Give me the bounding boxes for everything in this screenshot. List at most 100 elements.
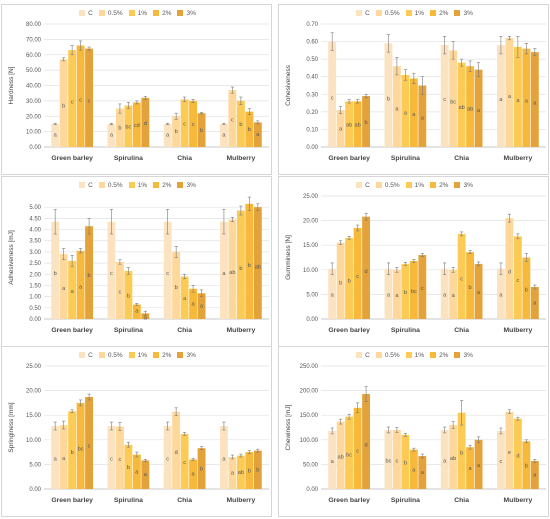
legend-swatch <box>454 182 461 188</box>
y-tick-label: 5.00 <box>306 292 318 298</box>
legend-item: C <box>79 182 93 189</box>
significance-letter: bc <box>78 446 84 452</box>
legend-item: C <box>79 10 93 17</box>
bar <box>530 287 539 319</box>
bar <box>172 251 181 319</box>
y-tick-label: 0.00 <box>306 487 318 493</box>
significance-letter: b <box>200 467 203 473</box>
chart-panel: C 0.5% 1% 2% 3% 0.00 5.00 10.00 15.00 20.00 25.00 G… <box>278 176 549 347</box>
bar <box>530 460 539 489</box>
legend-item: 1% <box>405 10 424 17</box>
significance-letter: a <box>395 293 399 299</box>
significance-letter: b <box>62 104 65 110</box>
legend-item: 0.5% <box>375 10 400 17</box>
y-tick-label: 0.00 <box>306 317 318 323</box>
significance-letter: a <box>144 315 148 321</box>
legend-label: 3% <box>463 182 473 189</box>
x-category-label: Chia <box>177 155 192 162</box>
bar <box>392 66 401 147</box>
y-axis-label: Hardness [N] <box>8 66 15 104</box>
significance-letter: a <box>231 471 235 477</box>
x-category-label: Spirulina <box>391 497 420 504</box>
bar <box>124 105 133 147</box>
legend-swatch <box>79 352 86 358</box>
bar <box>253 122 262 147</box>
legend-swatch <box>177 182 184 188</box>
bar <box>474 69 483 147</box>
significance-letter: b <box>348 278 351 284</box>
bar <box>76 250 85 319</box>
bar <box>107 221 116 319</box>
legend-item: 3% <box>177 182 196 189</box>
significance-letter: c <box>396 458 399 464</box>
bar <box>328 41 337 148</box>
y-axis-label: Chewiness [mJ] <box>285 404 292 450</box>
significance-letter: a <box>525 99 529 105</box>
significance-letter: a <box>516 98 520 104</box>
bar <box>51 123 60 147</box>
bar <box>132 102 141 147</box>
y-tick-label: 4.00 <box>29 228 41 234</box>
significance-letter: b <box>460 451 463 457</box>
bar <box>85 226 94 319</box>
significance-letter: a <box>54 133 58 139</box>
legend-item: 1% <box>405 352 425 359</box>
significance-letter: a <box>387 292 391 298</box>
y-tick-label: 15.00 <box>26 413 42 419</box>
significance-letter: b <box>387 96 390 102</box>
legend-label: 2% <box>162 352 172 359</box>
bar <box>132 454 141 489</box>
y-tick-label: 40.00 <box>26 84 42 90</box>
bar <box>401 434 410 489</box>
chart-panel: C 0.5% 1% 2% 3% 0.00 10.00 20.00 30.00 40.00 50.00… <box>1 4 272 175</box>
legend-swatch <box>430 182 437 188</box>
bar <box>236 455 245 489</box>
significance-letter: ab <box>255 265 261 271</box>
legend-label: C <box>365 10 370 17</box>
legend-label: 1% <box>414 352 425 359</box>
bar <box>418 456 427 489</box>
bar <box>59 254 68 319</box>
significance-letter: a <box>62 286 66 292</box>
significance-letter: c <box>421 286 424 292</box>
chart-panel: C 0.5% 1% 2% 3% 0.00 5.00 10.00 15.00 20.00 25.00 S… <box>1 346 272 517</box>
legend-label: 3% <box>463 352 473 359</box>
significance-letter: b <box>248 127 251 133</box>
legend-item: 0.5% <box>98 10 123 17</box>
y-tick-label: 60.00 <box>26 53 42 59</box>
significance-letter: a <box>62 456 66 462</box>
significance-letter: c <box>183 122 186 128</box>
chart-panel: C 0.5% 1% 2% 3% 0.00 0.50 1.00 1.50 2.00 2.50 3.00 3… <box>1 176 272 347</box>
bar <box>180 276 189 319</box>
legend-label: 3% <box>186 182 196 189</box>
bar <box>124 444 133 489</box>
significance-letter: b <box>404 461 407 467</box>
bar <box>345 416 354 489</box>
bar <box>163 426 172 489</box>
significance-letter: c <box>119 457 122 463</box>
y-tick-label: 0.60 <box>306 40 318 46</box>
legend-item: 2% <box>153 10 171 17</box>
y-tick-label: 80.00 <box>26 22 42 28</box>
significance-letter: b <box>88 273 91 279</box>
significance-letter: ab <box>450 456 456 462</box>
y-tick-label: 25.00 <box>26 364 42 370</box>
bar <box>449 269 458 319</box>
legend-label: 2% <box>439 352 449 359</box>
x-category-label: Green barley <box>328 327 370 334</box>
legend-swatch <box>153 352 160 358</box>
legend-swatch <box>356 182 363 188</box>
bar <box>505 411 514 489</box>
significance-letter: ab <box>229 270 235 276</box>
legend-label: 3% <box>463 10 473 17</box>
x-category-label: Green barley <box>51 497 93 504</box>
significance-letter: c <box>79 97 82 103</box>
bar <box>236 210 245 319</box>
bar <box>353 227 362 319</box>
legend-label: 0.5% <box>107 182 123 189</box>
bar <box>141 97 150 147</box>
bar <box>172 411 181 489</box>
significance-letter: bc <box>125 124 131 130</box>
legend-item: C <box>356 352 370 359</box>
